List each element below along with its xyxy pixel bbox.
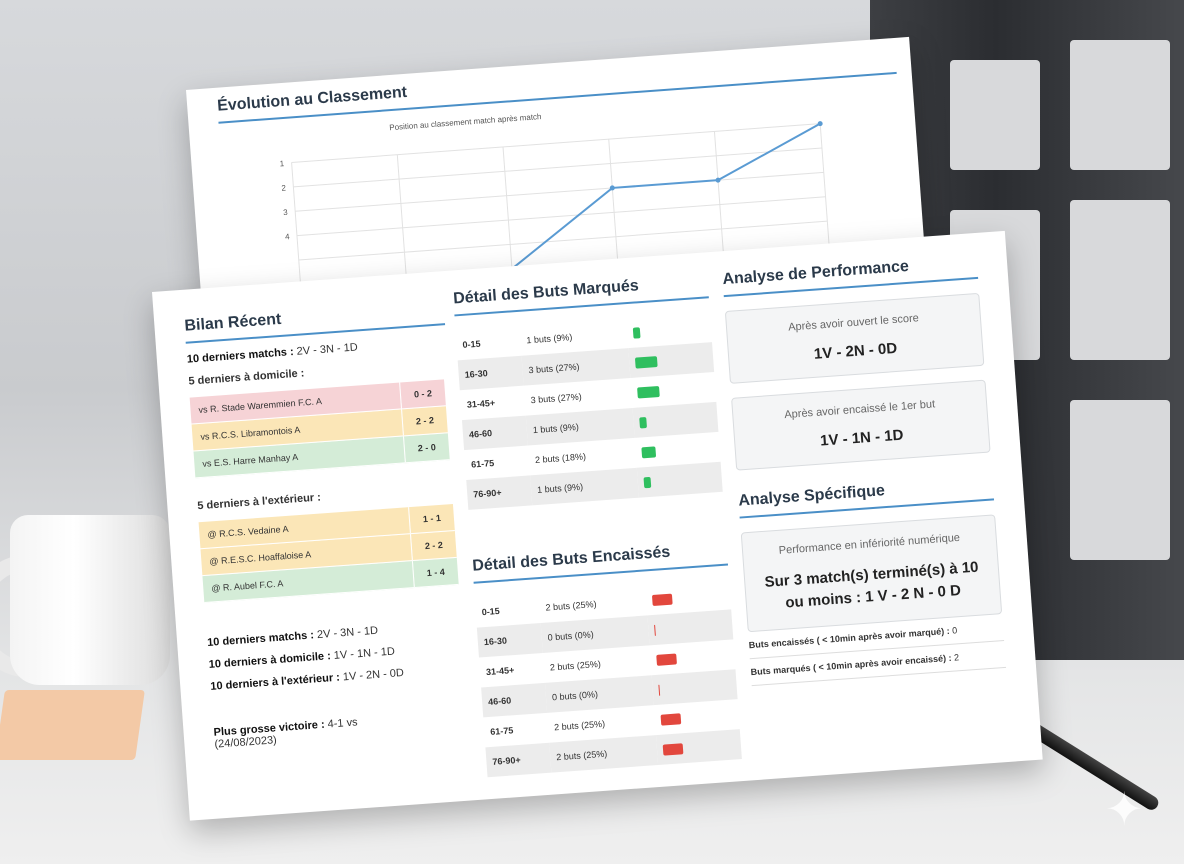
goal-bar xyxy=(656,653,677,666)
goal-bar xyxy=(660,712,682,726)
conceded-title: Détail des Buts Encaissés xyxy=(471,539,729,584)
inferiority-card: Performance en infériorité numérique Sur… xyxy=(740,514,1003,633)
time-range: 76-90+ xyxy=(492,754,522,767)
time-range: 31-45+ xyxy=(466,397,496,410)
data-point xyxy=(817,121,823,127)
goal-bar xyxy=(643,476,652,488)
goals-column: Détail des Buts Marqués 0-15 1 buts (9%) 1… xyxy=(452,272,742,778)
perf-card-conceded: Après avoir encaissé le 1er but 1V - 1N … xyxy=(731,379,991,471)
time-range: 61-75 xyxy=(489,725,514,737)
bilan-column: Bilan Récent 10 derniers matchs : 2V - 3… xyxy=(183,291,474,751)
y-tick-label: 1 xyxy=(279,159,285,168)
conceded-table: 0-15 2 buts (25%) 16-30 0 buts (0%) 31-45+ 2 … xyxy=(475,579,742,778)
stats-sheet: Bilan Récent 10 derniers matchs : 2V - 3… xyxy=(152,230,1043,821)
time-range: 61-75 xyxy=(470,457,495,470)
time-range: 46-60 xyxy=(468,428,493,440)
y-tick-label: 2 xyxy=(281,183,287,192)
coffee-mug xyxy=(10,515,170,685)
sparkle-icon: ✦ xyxy=(1105,783,1144,835)
background-shelf xyxy=(870,0,1184,660)
goal-bar xyxy=(634,355,658,369)
goal-bar xyxy=(654,624,656,636)
y-tick-label: 3 xyxy=(283,208,289,217)
analysis-column: Analyse de Performance Après avoir ouver… xyxy=(721,252,1007,687)
time-range: 0-15 xyxy=(462,338,481,350)
grid-line xyxy=(293,147,822,188)
goal-count: 1 buts (9%) xyxy=(536,481,584,495)
goal-bar xyxy=(632,326,641,339)
time-range: 0-15 xyxy=(481,605,501,618)
data-point xyxy=(715,177,721,183)
goal-bar xyxy=(641,445,657,458)
grid-line xyxy=(291,123,821,163)
y-tick-label: 4 xyxy=(285,232,291,241)
goal-bar xyxy=(651,593,673,606)
time-range: 16-30 xyxy=(483,635,508,648)
goal-bar xyxy=(639,416,648,429)
data-point xyxy=(609,185,615,191)
time-range: 76-90+ xyxy=(472,487,502,500)
goal-count: 2 buts (25%) xyxy=(555,748,608,763)
goal-bar xyxy=(662,742,684,756)
goal-bar xyxy=(658,684,661,696)
time-range: 16-30 xyxy=(464,368,489,380)
scored-title: Détail des Buts Marqués xyxy=(452,272,709,317)
notepad xyxy=(0,690,145,760)
performance-title: Analyse de Performance xyxy=(721,252,979,298)
biggest-win: Plus grosse victoire : 4-1 vs (24/08/2023… xyxy=(213,716,359,751)
grid-line xyxy=(295,171,824,212)
scored-table: 0-15 1 buts (9%) 16-30 3 buts (27%) 31-45+ 3 … xyxy=(456,312,723,510)
time-range: 46-60 xyxy=(487,695,512,708)
grid-line xyxy=(298,220,828,261)
goal-bar xyxy=(637,385,660,399)
grid-line xyxy=(296,196,826,237)
specific-title: Analyse Spécifique xyxy=(737,474,995,519)
perf-card-opened: Après avoir ouvert le score 1V - 2N - 0D xyxy=(724,292,985,384)
time-range: 31-45+ xyxy=(485,665,515,678)
